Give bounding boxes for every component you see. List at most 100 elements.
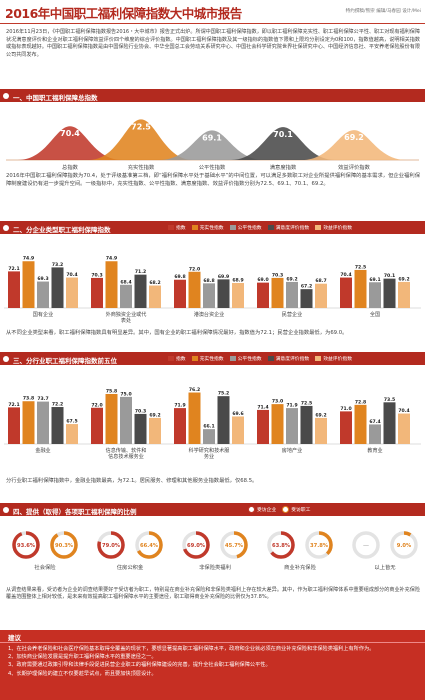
bar <box>51 267 64 308</box>
area-peak <box>160 130 264 160</box>
legend-item: 公平性指数 <box>229 224 262 231</box>
ring-value-label: 93.6% <box>17 543 36 549</box>
data-label: 70.3 <box>272 272 283 278</box>
bar <box>149 285 161 308</box>
category-label: 外商独资企业或代 <box>106 311 147 318</box>
data-label: 67.5 <box>66 419 77 425</box>
ring-value-label: 90.3% <box>55 543 74 549</box>
data-label: 68.8 <box>203 278 214 284</box>
data-label: 69.9 <box>218 274 229 280</box>
ring-category-label: 社会保险 <box>34 563 56 571</box>
ring-fill <box>182 531 210 559</box>
advice-item: 3、政府需要通过政策引导和法律手段促进民营企业职工的福利保障建设的完善，提升全社… <box>8 662 271 669</box>
bar <box>354 404 367 444</box>
data-label: 67.4 <box>369 419 380 425</box>
bar <box>105 393 118 444</box>
data-label: 74.9 <box>23 256 34 262</box>
ring-value-label: 69.0% <box>187 543 206 549</box>
bar <box>120 396 132 444</box>
legend-item: 满意度评价指数 <box>267 355 310 362</box>
data-label: 70.4 <box>66 272 77 278</box>
legend-swatch <box>191 356 198 361</box>
legend-swatch <box>168 356 174 361</box>
data-label: 69.2 <box>315 412 326 418</box>
category-label: 教育业 <box>367 447 382 454</box>
legend-swatch <box>248 506 255 513</box>
category-label: 表处 <box>121 317 131 324</box>
ring-fill <box>12 531 40 559</box>
page-header: 2016年中国职工福利保障指数大中城市报告 特约撰稿/熊崇 编辑/马春园 设计/… <box>0 0 425 24</box>
section-title: 一、中国职工福利保障总指数 <box>13 93 98 102</box>
intro-text: 2016年11月23日，《中国职工福利保障指数报告2016・大中城市》报告正式出… <box>6 29 420 58</box>
bar <box>217 279 230 308</box>
legend-label: 公平性指数 <box>237 357 262 362</box>
category-label: 民营企业 <box>282 311 302 318</box>
data-label: 72.5 <box>131 122 151 131</box>
ring-value-label: — <box>363 542 369 549</box>
ring-fill <box>305 531 333 559</box>
data-label: 73.5 <box>384 397 395 403</box>
bar <box>398 281 410 308</box>
bar <box>271 404 284 444</box>
data-label: 70.4 <box>398 408 409 414</box>
legend-label: 效益评价指数 <box>323 357 352 362</box>
section-title: 三、分行业职工福利保障指数前五位 <box>13 356 117 365</box>
bar <box>286 408 298 444</box>
section-bullet-icon <box>3 355 9 362</box>
bar <box>91 407 103 444</box>
data-label: 70.1 <box>384 273 395 279</box>
bar <box>134 413 147 444</box>
bar <box>315 283 327 308</box>
page-title: 2016年中国职工福利保障指数大中城市报告 <box>5 6 242 21</box>
category-label: 金融业 <box>35 447 50 454</box>
data-label: 69.2 <box>344 133 364 142</box>
bar <box>120 284 132 308</box>
legend-swatch <box>315 356 322 361</box>
legend-label: 公平性指数 <box>237 226 262 231</box>
data-label: 75.2 <box>218 391 229 397</box>
bar <box>257 409 269 444</box>
bar <box>369 282 381 308</box>
advice-item: 1、在社会养老保险和社会医疗保险基本取得全覆盖的现状下，要想显著提高职工福利保障… <box>8 646 375 652</box>
data-label: 73.8 <box>23 396 34 402</box>
legend-item-enterprise: 受访企业 <box>248 506 276 513</box>
total-index-description: 2016年中国职工福利保障指数为70.4，处于评级基准第三档，即“福利保障水平处… <box>6 173 420 187</box>
bar <box>188 392 201 444</box>
data-label: 69.1 <box>202 133 222 142</box>
ring-value-label: 66.4% <box>140 543 159 549</box>
ring-fill <box>390 531 418 559</box>
section-bullet-icon <box>3 92 9 99</box>
ring-category-label: 以上皆无 <box>374 563 396 571</box>
legend-item: 充实性指数 <box>191 224 224 231</box>
legend-item: 指数 <box>168 355 186 362</box>
ring-fill <box>220 531 248 559</box>
provision-ratio-charts: 93.6% 90.3% 社会保险 79.0% 66.4% 住房公积金 69.0% 45.7% 非… <box>12 531 418 571</box>
data-label: 68.9 <box>232 277 243 283</box>
legend-label: 满意度评价指数 <box>275 357 310 362</box>
section-header-industry: 三、分行业职工福利保障指数前五位 <box>0 352 425 365</box>
legend-item: 满意度评价指数 <box>267 224 309 231</box>
bar <box>174 408 186 444</box>
bar <box>203 429 215 444</box>
section-title: 二、分企业类型职工福利保障指数 <box>13 225 111 234</box>
ring-value-label: 37.8% <box>310 543 329 549</box>
section-title: 四、提供（取得）各项职工福利保障的比例 <box>13 507 137 516</box>
data-label: 71.0 <box>340 406 351 412</box>
enterprise-type-chart: 72.174.969.373.270.4国有企业70.374.968.471.2… <box>4 256 421 324</box>
ring-category-label: 住房公积金 <box>117 563 144 571</box>
legend-swatch <box>191 225 198 230</box>
ring-value-label: 79.0% <box>102 543 121 549</box>
ring-fill <box>267 531 295 559</box>
bar <box>91 277 103 308</box>
bar <box>149 417 161 444</box>
legend-swatch <box>229 225 236 230</box>
bar <box>188 271 201 308</box>
section-bullet-icon <box>3 224 9 231</box>
data-label: 69.8 <box>174 274 185 280</box>
section-header-provision-ratio: 四、提供（取得）各项职工福利保障的比例 <box>0 503 425 516</box>
category-label: 信息传输、软件和 <box>106 447 147 454</box>
data-label: 73.7 <box>37 396 48 402</box>
data-label: 72.0 <box>91 402 102 408</box>
data-label: 73.2 <box>52 262 63 268</box>
data-label: 69.6 <box>232 411 243 417</box>
